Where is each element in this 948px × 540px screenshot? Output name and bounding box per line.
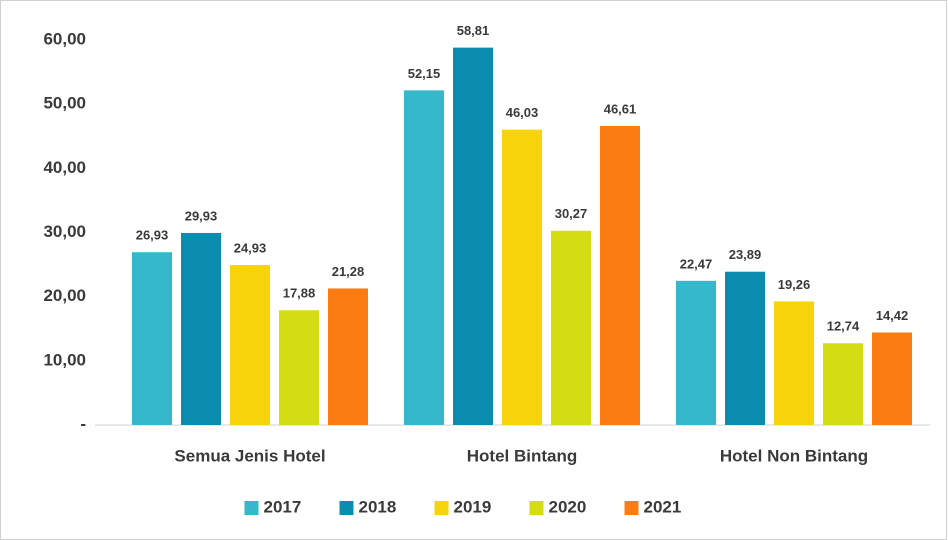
y-tick-label: 20,00	[43, 286, 86, 305]
legend-swatch	[624, 501, 639, 515]
data-label: 23,89	[729, 247, 762, 262]
bar	[872, 332, 912, 425]
legend-label: 2021	[644, 497, 682, 516]
bar	[725, 271, 765, 425]
y-tick-label: 50,00	[43, 94, 86, 113]
bar	[600, 125, 640, 426]
data-label: 24,93	[234, 240, 267, 255]
data-label: 26,93	[136, 228, 169, 243]
data-label: 58,81	[457, 23, 490, 38]
legend-swatch	[529, 501, 544, 515]
bar	[404, 90, 444, 425]
data-label: 52,15	[408, 66, 441, 81]
bar	[230, 265, 270, 425]
legend-swatch	[434, 501, 449, 515]
data-label: 46,03	[506, 105, 539, 120]
y-tick-label: -	[80, 414, 86, 433]
bar	[328, 288, 368, 425]
data-label: 17,88	[283, 286, 316, 301]
y-tick-label: 60,00	[43, 29, 86, 48]
data-label: 22,47	[680, 256, 713, 271]
data-label: 12,74	[827, 319, 860, 334]
y-tick-label: 10,00	[43, 350, 86, 369]
data-label: 29,93	[185, 208, 218, 223]
legend-label: 2020	[549, 497, 587, 516]
bar	[551, 230, 591, 425]
bar	[181, 232, 221, 425]
data-label: 30,27	[555, 206, 588, 221]
legend-label: 2019	[454, 497, 492, 516]
y-tick-label: 30,00	[43, 222, 86, 241]
data-label: 19,26	[778, 277, 811, 292]
legend-swatch	[339, 501, 354, 515]
data-label: 46,61	[604, 101, 637, 116]
bar	[279, 310, 319, 425]
legend-label: 2017	[264, 497, 302, 516]
data-label: 21,28	[332, 264, 365, 279]
bar	[502, 129, 542, 425]
data-label: 14,42	[876, 308, 909, 323]
legend-swatch	[244, 501, 259, 515]
y-tick-label: 40,00	[43, 158, 86, 177]
x-tick-label: Hotel Non Bintang	[720, 446, 868, 465]
legend-label: 2018	[359, 497, 397, 516]
bar	[453, 47, 493, 425]
bar	[823, 343, 863, 425]
x-tick-label: Hotel Bintang	[467, 446, 578, 465]
bar	[774, 301, 814, 425]
x-tick-label: Semua Jenis Hotel	[174, 446, 325, 465]
bar	[132, 252, 172, 425]
bar	[676, 280, 716, 425]
